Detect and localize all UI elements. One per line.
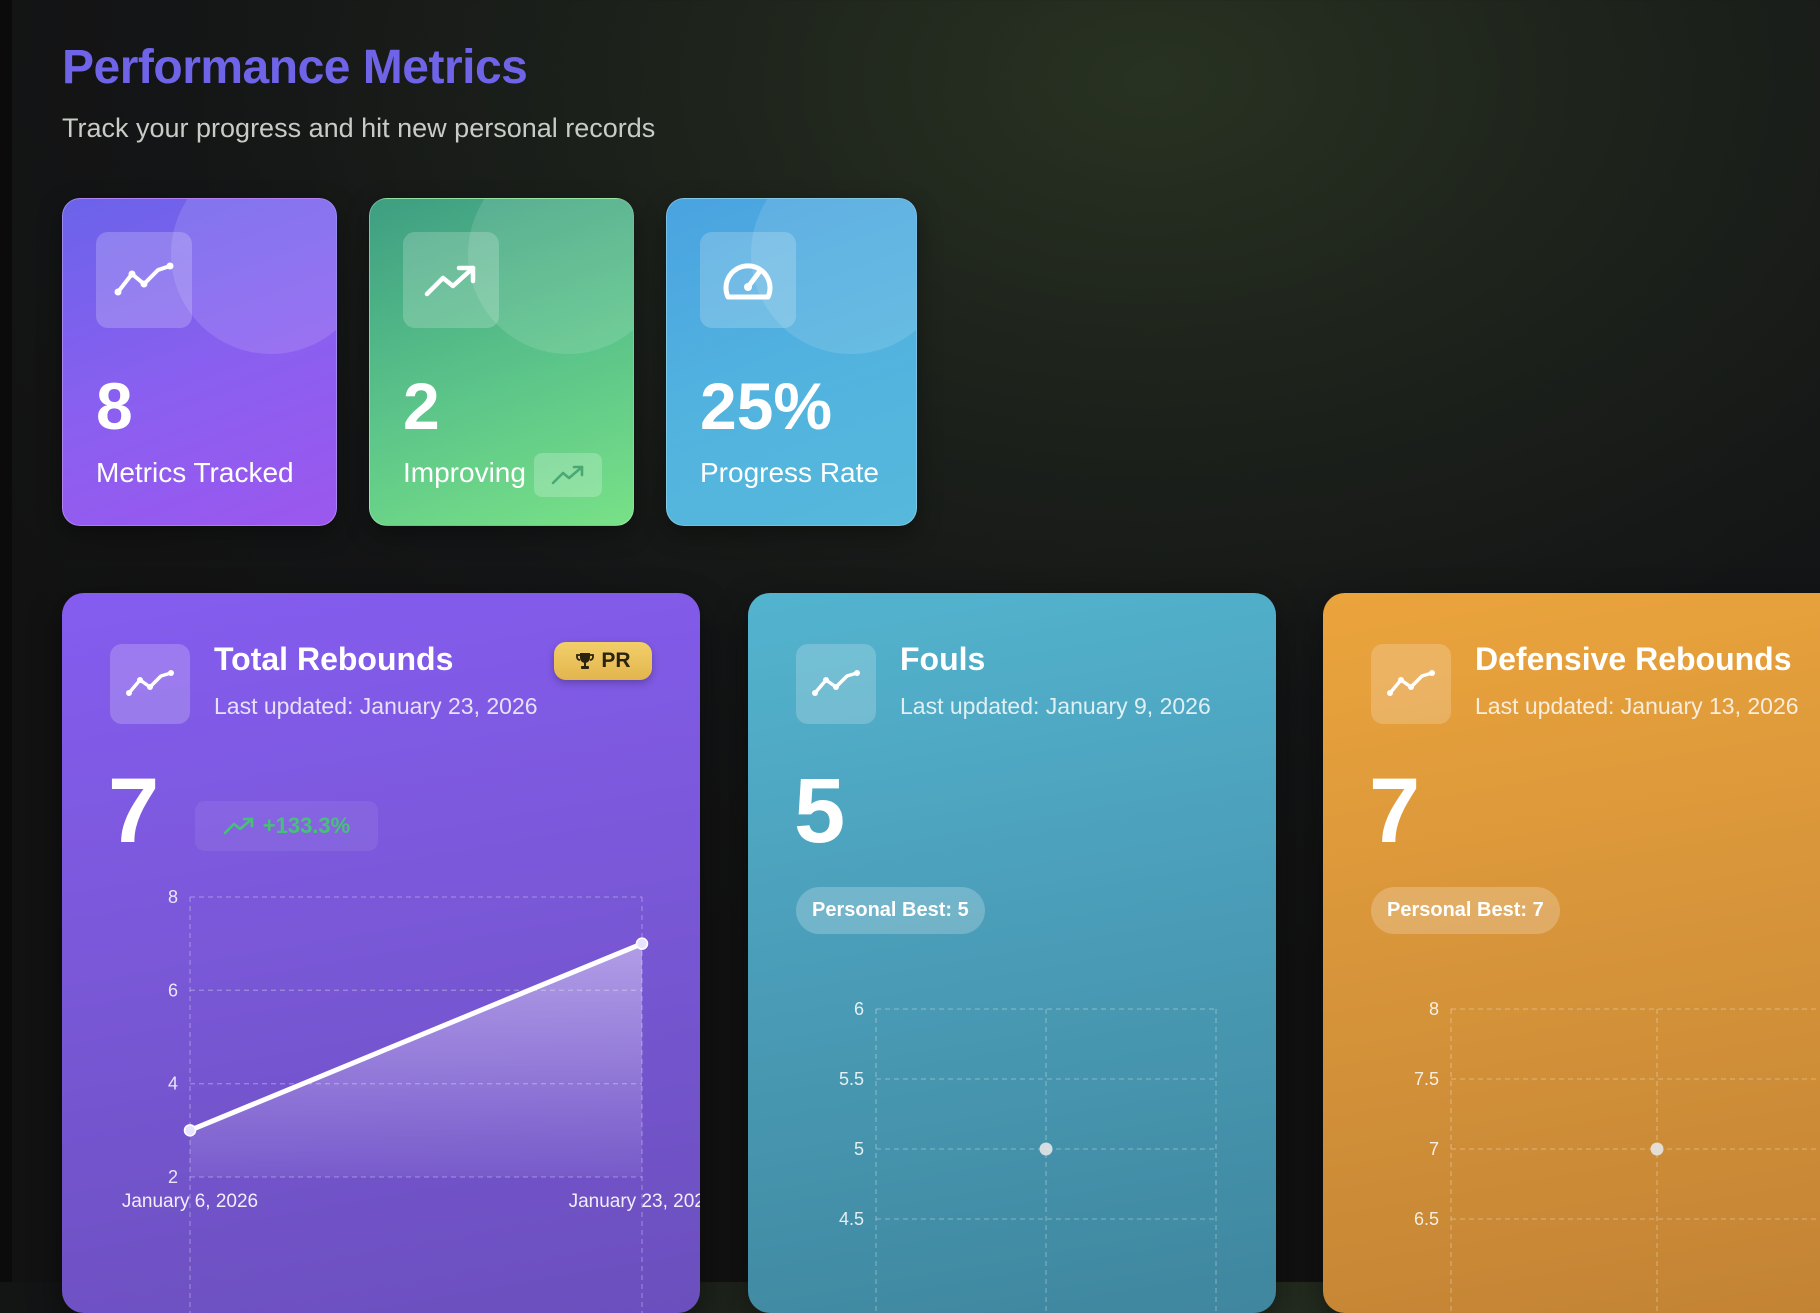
activity-line-icon xyxy=(796,644,876,724)
y-tick-label: 4.5 xyxy=(839,1209,864,1229)
metric-card-fouls[interactable]: Fouls Last updated: January 9, 2026 5 Pe… xyxy=(748,593,1276,1313)
metric-last-updated: Last updated: January 13, 2026 xyxy=(1475,693,1799,719)
activity-line-icon xyxy=(110,644,190,724)
metric-last-updated: Last updated: January 23, 2026 xyxy=(214,693,538,719)
metric-value: 7 xyxy=(108,760,160,862)
series-line xyxy=(187,941,645,1133)
data-point xyxy=(1039,1142,1053,1156)
data-point xyxy=(635,937,649,950)
activity-line-icon xyxy=(96,232,192,328)
gauge-icon xyxy=(700,232,796,328)
page-subtitle: Track your progress and hit new personal… xyxy=(62,113,656,143)
metric-last-updated: Last updated: January 9, 2026 xyxy=(900,693,1211,719)
y-tick-label: 8 xyxy=(1429,999,1439,1019)
metric-chart: 8 7.5 7 6.5 xyxy=(1414,999,1820,1313)
series-area xyxy=(190,943,642,1177)
x-tick-label: January 6, 2026 xyxy=(122,1191,258,1212)
window-edge xyxy=(0,0,12,1282)
y-tick-label: 4 xyxy=(168,1074,178,1094)
data-point xyxy=(1650,1142,1664,1156)
y-tick-label: 6 xyxy=(854,999,864,1019)
trending-up-icon xyxy=(403,232,499,328)
stat-label: Metrics Tracked xyxy=(96,457,294,488)
metric-chart: 8 6 4 2 January 6, 2026 January 23, 2026 xyxy=(122,887,700,1313)
y-tick-label: 5.5 xyxy=(839,1069,864,1089)
data-point xyxy=(183,1124,197,1137)
x-tick-label: January 23, 2026 xyxy=(569,1191,700,1212)
y-tick-label: 7.5 xyxy=(1414,1069,1439,1089)
metric-value: 7 xyxy=(1369,760,1421,862)
stat-value: 25% xyxy=(700,369,833,443)
metric-chart: 6 5.5 5 4.5 xyxy=(839,999,1217,1313)
y-tick-label: 2 xyxy=(168,1167,178,1187)
pr-badge: PR xyxy=(554,642,652,680)
change-value: +133.3% xyxy=(262,813,351,838)
trending-up-icon xyxy=(223,817,254,835)
stat-card-improving: 2 Improving xyxy=(369,198,634,526)
trophy-icon xyxy=(576,653,595,669)
metric-card-total-rebounds[interactable]: Total Rebounds Last updated: January 23,… xyxy=(62,593,700,1313)
y-tick-label: 6 xyxy=(168,980,178,1000)
metric-name: Total Rebounds xyxy=(214,641,454,677)
stat-label: Progress Rate xyxy=(700,457,879,488)
metric-value: 5 xyxy=(794,760,846,862)
page-title: Performance Metrics xyxy=(62,41,528,94)
stat-card-progress-rate: 25% Progress Rate xyxy=(666,198,917,526)
y-tick-label: 8 xyxy=(168,887,178,907)
y-tick-label: 6.5 xyxy=(1414,1209,1439,1229)
personal-best-badge: Personal Best: 7 xyxy=(1371,887,1560,934)
y-tick-label: 7 xyxy=(1429,1139,1439,1159)
stat-label: Improving xyxy=(403,457,526,488)
pr-label: PR xyxy=(601,649,631,672)
metric-name: Fouls xyxy=(900,641,986,677)
metric-card-defensive-rebounds[interactable]: Defensive Rebounds Last updated: January… xyxy=(1323,593,1820,1313)
decorative-circle xyxy=(171,199,336,354)
y-tick-label: 5 xyxy=(854,1139,864,1159)
stat-value: 2 xyxy=(403,369,440,443)
stat-card-metrics-tracked: 8 Metrics Tracked xyxy=(62,198,337,526)
stat-value: 8 xyxy=(96,369,133,443)
metric-name: Defensive Rebounds xyxy=(1475,641,1792,677)
personal-best-badge: Personal Best: 5 xyxy=(796,887,985,934)
trending-up-badge xyxy=(534,453,602,497)
activity-line-icon xyxy=(1371,644,1451,724)
change-badge: +133.3% xyxy=(195,801,378,851)
